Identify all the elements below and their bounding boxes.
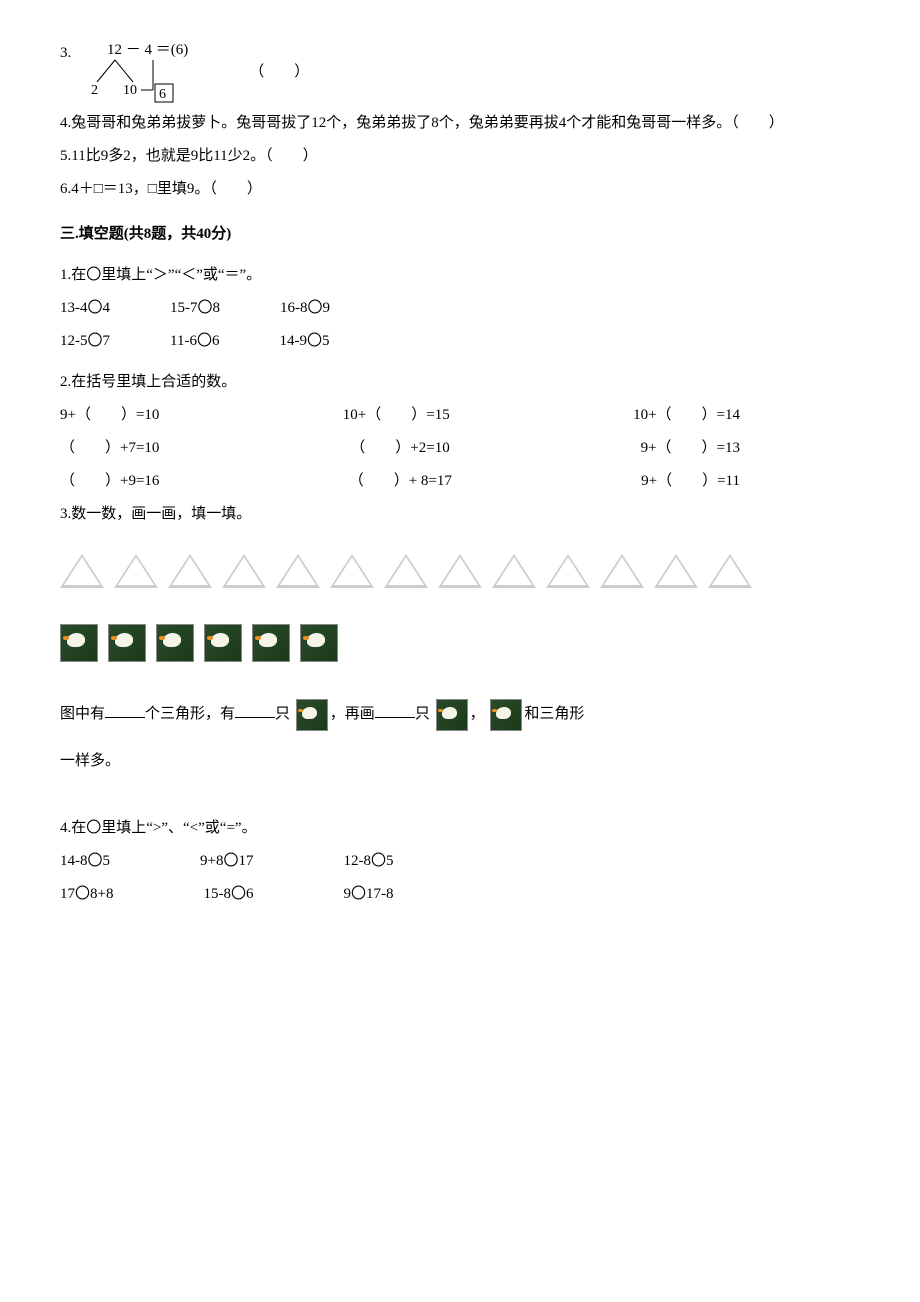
triangle-icon xyxy=(384,554,428,588)
expr-top: 12 － 4 ＝(6) xyxy=(107,42,188,58)
duck-icon xyxy=(108,624,146,662)
s3q2-r2c[interactable]: 9+（ ）=13 xyxy=(641,435,740,462)
s3q2-num: 2. xyxy=(60,374,71,390)
s3q3-num: 3. xyxy=(60,506,71,522)
s3q4-r2a[interactable]: 17〇8+8 xyxy=(60,881,113,908)
s3q4-r2b[interactable]: 15-8〇6 xyxy=(203,881,253,908)
triangle-icon xyxy=(708,554,752,588)
q5-num: 5. xyxy=(60,148,71,164)
triangle-icon xyxy=(330,554,374,588)
q3-num: 3. xyxy=(60,40,71,67)
blank-1[interactable] xyxy=(105,702,145,718)
duck-icon xyxy=(156,624,194,662)
s3q3-e: 只 xyxy=(415,706,430,722)
s3q4-row2: 17〇8+8 15-8〇6 9〇17-8 xyxy=(60,881,860,908)
blank-2[interactable] xyxy=(235,702,275,718)
s3q3-a: 图中有 xyxy=(60,706,105,722)
triangles-row xyxy=(60,554,860,588)
triangle-icon xyxy=(114,554,158,588)
duck-icon xyxy=(60,624,98,662)
duck-icon xyxy=(252,624,290,662)
triangle-icon xyxy=(276,554,320,588)
q4-text: 兔哥哥和兔弟弟拔萝卜。兔哥哥拔了12个，兔弟弟拔了8个，兔弟弟要再拔4个才能和兔… xyxy=(71,115,784,131)
q6-text: 4＋□＝13，□里填9。（ ） xyxy=(71,181,262,197)
s3q2-r1b[interactable]: 10+（ ）=15 xyxy=(343,402,450,429)
s3q1-num: 1. xyxy=(60,267,71,283)
q5-text: 11比9多2，也就是9比11少2。（ ） xyxy=(71,148,317,164)
triangle-icon xyxy=(60,554,104,588)
s3q3-sentence: 图中有 个三角形，有 只 ，再画 只 ， 和三角形 xyxy=(60,696,860,732)
triangle-icon xyxy=(546,554,590,588)
duck-icon xyxy=(490,699,522,731)
s3q2-r1a[interactable]: 9+（ ）=10 xyxy=(60,402,159,429)
s3q3-b: 个三角形，有 xyxy=(145,706,235,722)
s3q4-text: 在〇里填上“>”、“<”或“=”。 xyxy=(71,820,256,836)
s3q4-r1a[interactable]: 14-8〇5 xyxy=(60,848,110,875)
triangle-icon xyxy=(600,554,644,588)
judge-q3: 3. 12 － 4 ＝(6) 2 10 6 （ ） xyxy=(60,40,860,104)
box-num: 6 xyxy=(159,87,166,102)
judge-q4: 4.兔哥哥和兔弟弟拔萝卜。兔哥哥拔了12个，兔弟弟拔了8个，兔弟弟要再拔4个才能… xyxy=(60,110,860,137)
s3q3-g: 和三角形 xyxy=(524,706,584,722)
s3q2-text: 在括号里填上合适的数。 xyxy=(71,374,236,390)
s3q1-r2a[interactable]: 12-5〇7 xyxy=(60,328,110,355)
s3q1-r2b[interactable]: 11-6〇6 xyxy=(170,328,219,355)
s3q2-r3b[interactable]: （ ）+ 8=17 xyxy=(349,468,452,495)
s3q2-prompt: 2.在括号里填上合适的数。 xyxy=(60,369,860,396)
duck-icon xyxy=(204,624,242,662)
s3q1-r2c[interactable]: 14-9〇5 xyxy=(279,328,329,355)
split-diagram: 12 － 4 ＝(6) 2 10 6 xyxy=(79,40,219,104)
s3q4-num: 4. xyxy=(60,820,71,836)
triangle-icon xyxy=(222,554,266,588)
duck-icon xyxy=(436,699,468,731)
s3q3-d: ，再画 xyxy=(330,706,375,722)
triangle-icon xyxy=(168,554,212,588)
duck-icon xyxy=(296,699,328,731)
s3q4-row1: 14-8〇5 9+8〇17 12-8〇5 xyxy=(60,848,860,875)
s3q2-r3a[interactable]: （ ）+9=16 xyxy=(60,468,159,495)
s3q3-text: 数一数，画一画，填一填。 xyxy=(71,506,251,522)
s3q3-f: ， xyxy=(470,706,485,722)
s3q2-r1c[interactable]: 10+（ ）=14 xyxy=(633,402,740,429)
s3q1-row2: 12-5〇7 11-6〇6 14-9〇5 xyxy=(60,328,860,355)
ducks-row xyxy=(60,624,860,662)
section3-title: 三.填空题(共8题，共40分) xyxy=(60,221,860,248)
blank-3[interactable] xyxy=(375,702,415,718)
q3-figure: 12 － 4 ＝(6) 2 10 6 xyxy=(79,40,219,104)
s3q2-r3c[interactable]: 9+（ ）=11 xyxy=(641,468,740,495)
q6-num: 6. xyxy=(60,181,71,197)
s3q1-prompt: 1.在〇里填上“＞”“＜”或“＝”。 xyxy=(60,262,860,289)
q4-num: 4. xyxy=(60,115,71,131)
s3q4-prompt: 4.在〇里填上“>”、“<”或“=”。 xyxy=(60,815,860,842)
judge-q5: 5.11比9多2，也就是9比11少2。（ ） xyxy=(60,143,860,170)
s3q1-r1a[interactable]: 13-4〇4 xyxy=(60,295,110,322)
s3q1-row1: 13-4〇4 15-7〇8 16-8〇9 xyxy=(60,295,860,322)
s3q4-r1c[interactable]: 12-8〇5 xyxy=(343,848,393,875)
triangle-icon xyxy=(492,554,536,588)
s3q2-r2b[interactable]: （ ）+2=10 xyxy=(350,435,449,462)
leaf-left: 2 xyxy=(91,83,98,98)
s3q3-h: 一样多。 xyxy=(60,753,120,769)
triangle-icon xyxy=(654,554,698,588)
s3q1-r1b[interactable]: 15-7〇8 xyxy=(170,295,220,322)
s3q2-row3: （ ）+9=16 （ ）+ 8=17 9+（ ）=11 xyxy=(60,468,740,495)
s3q4-r1b[interactable]: 9+8〇17 xyxy=(200,848,253,875)
s3q2-r2a[interactable]: （ ）+7=10 xyxy=(60,435,159,462)
s3q3-prompt: 3.数一数，画一画，填一填。 xyxy=(60,501,860,528)
s3q4-r2c[interactable]: 9〇17-8 xyxy=(343,881,393,908)
s3q1-r1c[interactable]: 16-8〇9 xyxy=(280,295,330,322)
s3q3-tail: 一样多。 xyxy=(60,748,860,775)
s3q2-row1: 9+（ ）=10 10+（ ）=15 10+（ ）=14 xyxy=(60,402,740,429)
s3q1-text: 在〇里填上“＞”“＜”或“＝”。 xyxy=(71,267,261,283)
leaf-right: 10 xyxy=(123,83,137,98)
s3q3-c: 只 xyxy=(275,706,290,722)
judge-q6: 6.4＋□＝13，□里填9。（ ） xyxy=(60,176,860,203)
s3q2-row2: （ ）+7=10 （ ）+2=10 9+（ ）=13 xyxy=(60,435,740,462)
duck-icon xyxy=(300,624,338,662)
q3-judge-blank[interactable]: （ ） xyxy=(249,59,309,86)
triangle-icon xyxy=(438,554,482,588)
